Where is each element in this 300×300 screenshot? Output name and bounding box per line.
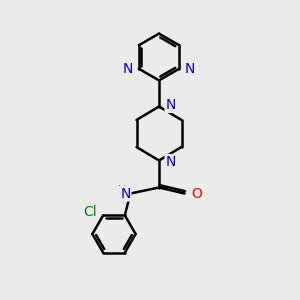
- Text: N: N: [123, 62, 133, 76]
- Text: Cl: Cl: [83, 205, 97, 219]
- Text: N: N: [120, 187, 130, 200]
- Text: N: N: [166, 155, 176, 169]
- Text: N: N: [166, 98, 176, 112]
- Text: H: H: [118, 184, 127, 197]
- Text: O: O: [191, 187, 202, 200]
- Text: N: N: [185, 62, 195, 76]
